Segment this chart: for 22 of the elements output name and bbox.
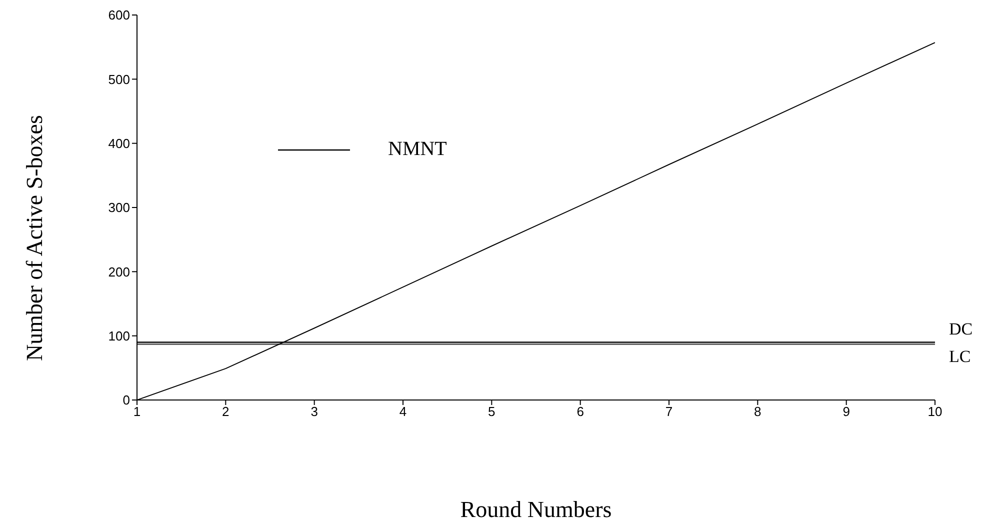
y-tick-label: 0	[122, 392, 130, 408]
x-tick-label: 6	[576, 404, 584, 420]
y-tick-label: 600	[108, 8, 130, 23]
y-tick-label: 400	[108, 136, 130, 151]
x-tick-label: 1	[133, 404, 141, 420]
x-tick-label: 2	[222, 404, 230, 420]
x-tick-label: 9	[842, 404, 850, 420]
y-tick-label: 100	[108, 328, 130, 344]
x-tick-label: 8	[754, 404, 762, 420]
y-tick-label: 500	[108, 72, 130, 87]
x-tick-label: 3	[310, 404, 318, 420]
x-tick-label: 7	[665, 404, 673, 420]
x-tick-label: 4	[399, 404, 407, 420]
x-axis-title: Round Numbers	[460, 497, 612, 523]
y-tick-label: 200	[108, 264, 130, 280]
legend-label: NMNT	[388, 138, 447, 161]
ref-line-label: DC	[949, 319, 973, 338]
x-tick-label: 10	[928, 404, 942, 420]
y-axis-title: Number of Active S-boxes	[22, 115, 48, 361]
ref-line-label: LC	[949, 347, 971, 366]
x-tick-label: 5	[488, 404, 496, 420]
y-tick-label: 300	[108, 200, 130, 216]
